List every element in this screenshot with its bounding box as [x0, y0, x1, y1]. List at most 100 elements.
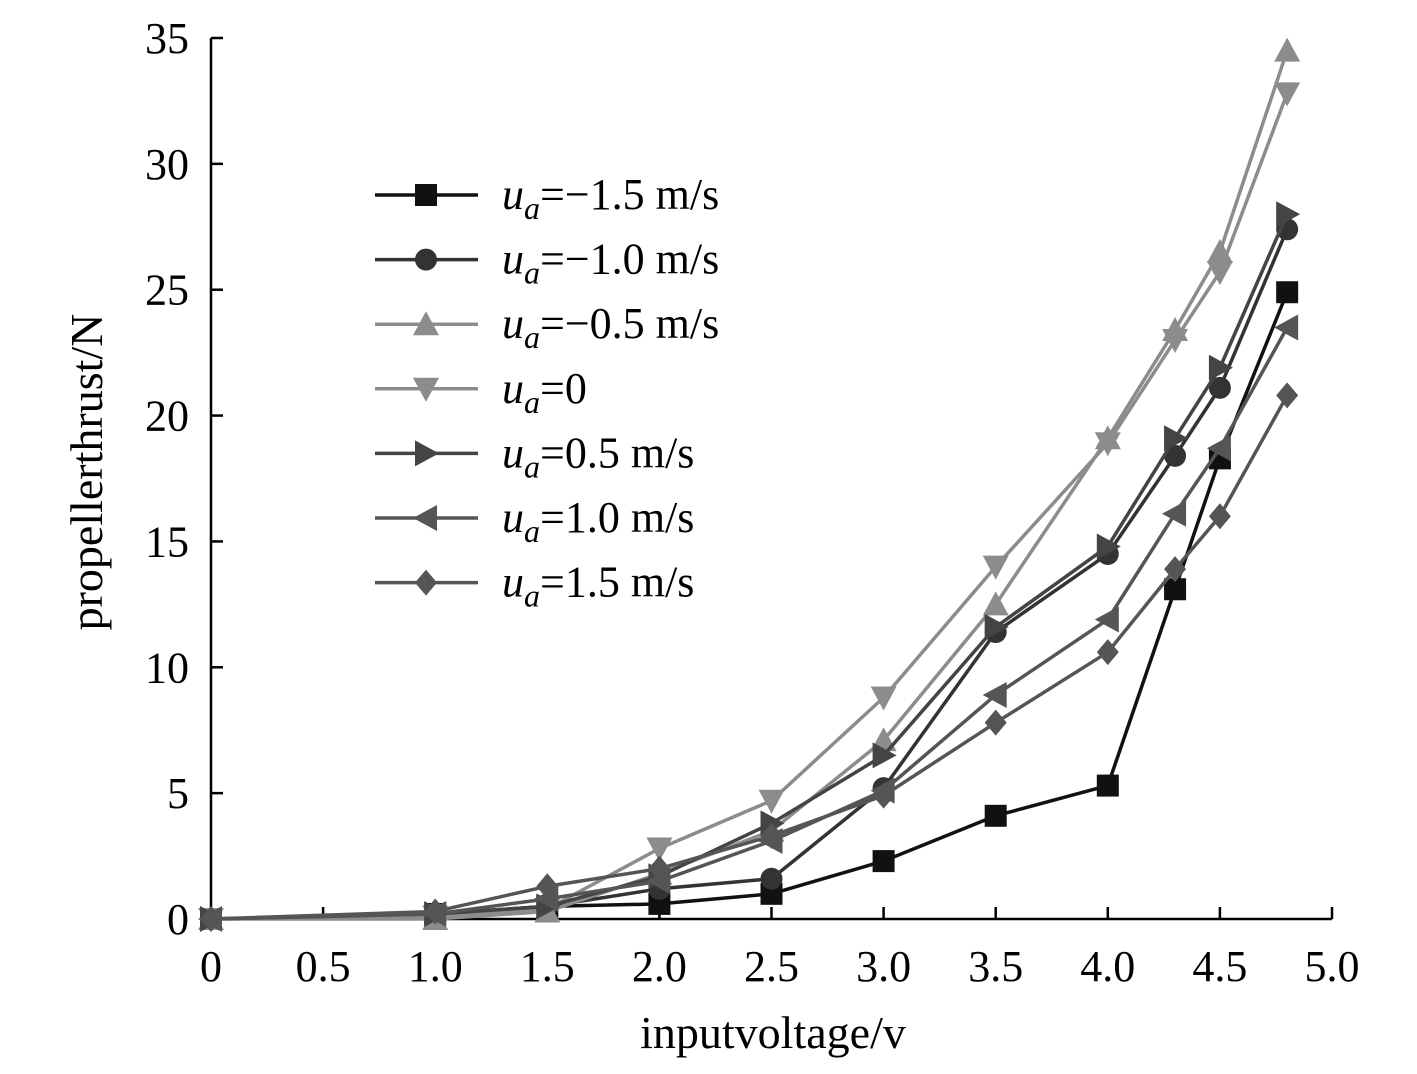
legend-label-sub: a: [524, 513, 540, 549]
data-point: [1096, 533, 1121, 560]
data-point: [1164, 556, 1187, 583]
data-point: [1274, 314, 1299, 341]
data-point: [1274, 37, 1301, 62]
series-4: [198, 82, 1301, 932]
data-point: [760, 867, 783, 890]
data-point: [1094, 606, 1119, 633]
legend-label: ua=0: [502, 364, 587, 420]
x-tick-label: 3.5: [968, 942, 1023, 991]
data-point: [1208, 503, 1231, 530]
legend-item-6: ua=1.0 m/s: [375, 493, 694, 549]
data-point: [1274, 82, 1301, 107]
data-point: [1208, 376, 1231, 399]
data-point: [758, 789, 785, 814]
legend-marker: [415, 440, 439, 467]
legend: ua=−1.5 m/sua=−1.0 m/sua=−0.5 m/sua=0ua=…: [375, 170, 719, 614]
x-tick-label: 4.0: [1080, 942, 1135, 991]
series-line: [210, 291, 1289, 921]
data-point: [760, 882, 783, 905]
legend-marker: [413, 505, 437, 531]
y-tick-label: 35: [145, 14, 189, 63]
legend-label-sub: a: [524, 448, 540, 484]
data-point: [984, 709, 1007, 736]
x-tick-label: 2.5: [744, 942, 799, 991]
series-3: [198, 37, 1301, 930]
legend-label: ua=−1.0 m/s: [502, 235, 719, 291]
y-tick-label: 0: [167, 895, 189, 944]
legend-label-var: u: [502, 170, 524, 219]
legend-label-var: u: [502, 235, 524, 284]
data-point: [648, 855, 671, 882]
data-point: [1162, 500, 1187, 527]
data-point: [984, 804, 1007, 827]
series-line: [210, 228, 1289, 921]
legend-label: ua=1.5 m/s: [502, 558, 694, 614]
data-point: [200, 906, 222, 932]
legend-label-var: u: [502, 558, 524, 607]
legend-label: ua=1.0 m/s: [502, 493, 694, 549]
data-point: [648, 892, 671, 915]
legend-label-rest: =−1.5 m/s: [540, 170, 719, 219]
legend-label-rest: =−0.5 m/s: [540, 299, 719, 348]
data-point: [1164, 425, 1189, 452]
x-tick-label: 2.0: [632, 942, 687, 991]
data-point: [1094, 432, 1121, 457]
data-point: [872, 742, 897, 769]
data-point: [1206, 435, 1231, 462]
legend-label-rest: =0.5 m/s: [540, 428, 694, 477]
x-axis-title: inputvoltage/v: [640, 1007, 906, 1058]
data-point: [1164, 578, 1187, 601]
data-point: [872, 782, 895, 809]
series-line: [210, 92, 1289, 921]
legend-label: ua=0.5 m/s: [502, 428, 694, 484]
data-point: [1208, 354, 1233, 381]
data-point: [424, 898, 447, 925]
legend-marker: [415, 569, 437, 596]
legend-label-rest: =−1.0 m/s: [540, 235, 719, 284]
legend-label-rest: =0: [540, 364, 587, 413]
legend-marker: [415, 184, 437, 206]
data-point: [982, 591, 1009, 616]
series-5: [200, 201, 1301, 932]
data-point: [870, 686, 897, 711]
legend-item-7: ua=1.5 m/s: [375, 558, 694, 614]
legend-label-var: u: [502, 428, 524, 477]
legend-item-1: ua=−1.5 m/s: [375, 170, 719, 226]
data-point: [982, 555, 1009, 580]
data-point: [984, 614, 1009, 641]
x-tick-label: 0: [200, 942, 222, 991]
data-point: [1276, 281, 1299, 304]
legend-item-2: ua=−1.0 m/s: [375, 235, 719, 291]
data-point: [1162, 329, 1189, 354]
legend-label-sub: a: [524, 319, 540, 355]
x-tick-label: 3.0: [856, 942, 911, 991]
legend-label-var: u: [502, 299, 524, 348]
data-point: [1206, 261, 1233, 286]
data-point: [536, 873, 559, 900]
y-tick-label: 30: [145, 140, 189, 189]
data-point: [760, 822, 783, 849]
x-tick-label: 4.5: [1192, 942, 1247, 991]
legend-label-sub: a: [524, 255, 540, 291]
y-tick-label: 5: [167, 769, 189, 818]
legend-item-4: ua=0: [375, 364, 587, 420]
legend-marker: [413, 311, 439, 336]
y-axis-title: propellerthrust/N: [61, 314, 112, 631]
legend-item-5: ua=0.5 m/s: [375, 428, 694, 484]
x-tick-label: 1.5: [520, 942, 575, 991]
data-point: [1096, 639, 1119, 666]
x-tick-label: 1.0: [408, 942, 463, 991]
legend-marker: [415, 248, 437, 271]
series-2: [200, 218, 1299, 930]
data-point: [646, 837, 673, 862]
data-point: [1276, 201, 1301, 228]
legend-label: ua=−0.5 m/s: [502, 299, 719, 355]
data-point: [872, 850, 895, 873]
data-point: [1276, 382, 1299, 409]
data-point: [1096, 774, 1119, 797]
y-tick-label: 15: [145, 517, 189, 566]
series-7: [200, 382, 1299, 932]
x-tick-label: 5.0: [1305, 942, 1360, 991]
